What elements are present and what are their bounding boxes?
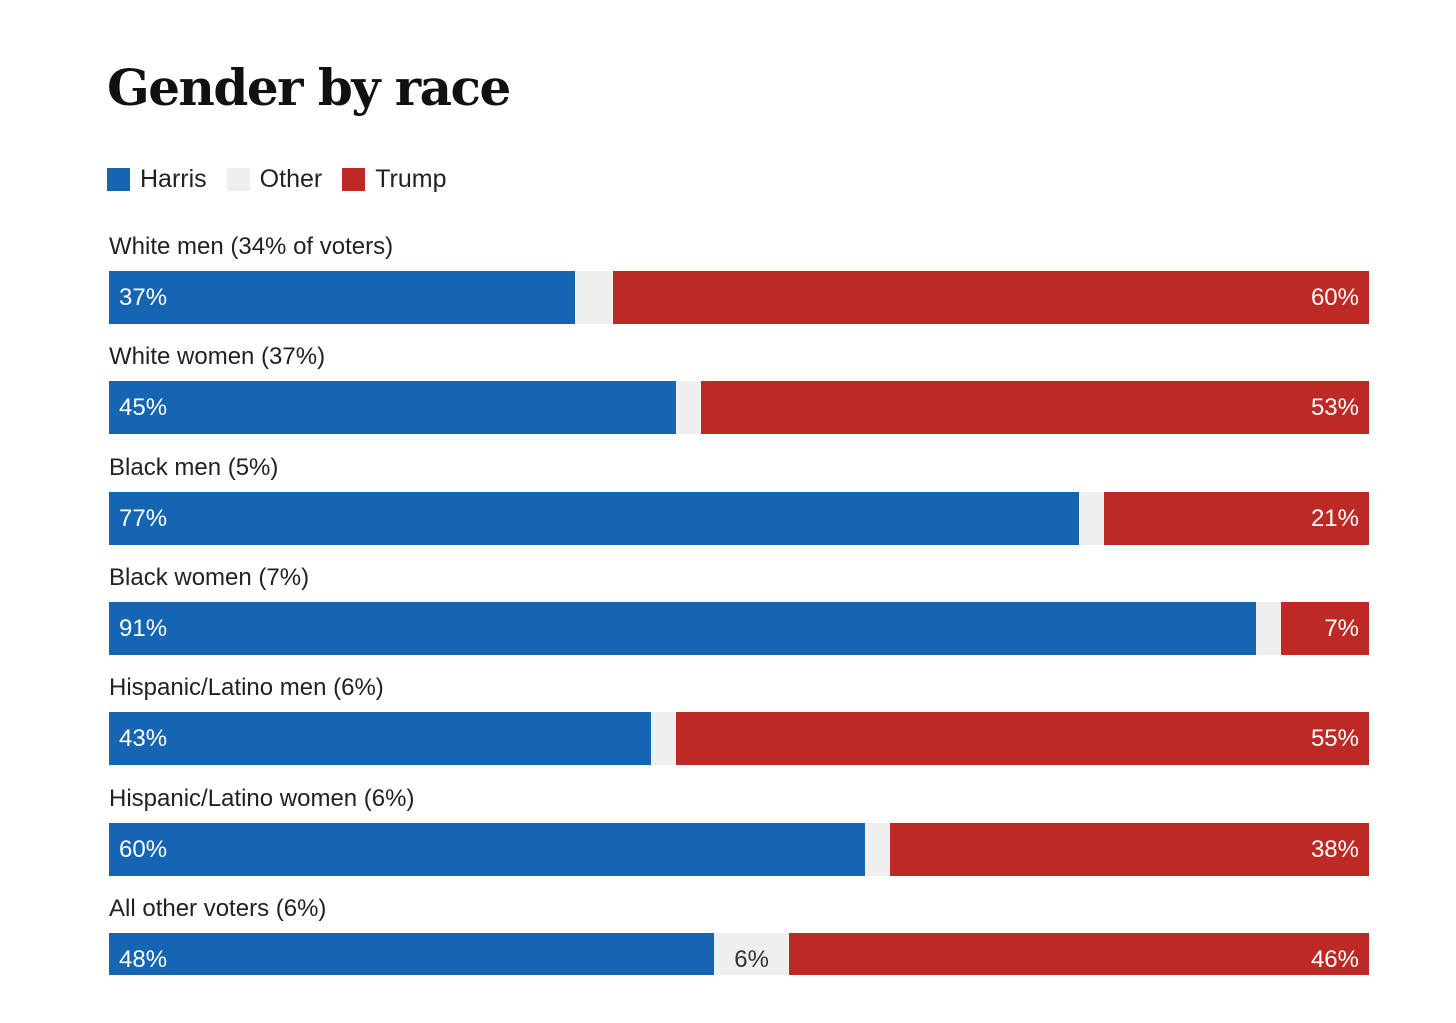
value-label-trump: 46% — [1310, 945, 1359, 973]
legend-swatch-harris — [107, 168, 130, 191]
legend-item-trump: Trump — [342, 165, 447, 194]
value-label-trump: 21% — [1310, 504, 1359, 532]
bar-segment-trump — [676, 712, 1369, 766]
legend-swatch-other — [226, 168, 250, 191]
bar-segment-harris — [109, 712, 651, 766]
value-label-harris: 91% — [119, 614, 168, 642]
legend-label: Other — [259, 165, 323, 193]
row-label: Hispanic/Latino men (6%) — [109, 674, 384, 702]
bar-segment-harris — [109, 271, 576, 324]
row-label: White women (37%) — [109, 343, 326, 371]
bar-segment-trump — [890, 822, 1369, 876]
chart-title: Gender by race — [107, 58, 511, 117]
row-label: Black men (5%) — [109, 453, 279, 481]
row-label: Black women (7%) — [109, 563, 310, 591]
legend-item-harris: Harris — [107, 165, 207, 194]
value-label-harris: 37% — [119, 284, 168, 311]
bar-segment-other — [865, 822, 891, 876]
bar-segment-harris — [109, 601, 1256, 655]
bar-segment-other — [676, 381, 702, 435]
legend-item-other: Other — [226, 165, 323, 194]
bar-segment-harris — [109, 491, 1080, 545]
bar-segment-trump — [1280, 601, 1369, 655]
bar-segment-trump — [613, 271, 1369, 324]
legend-label: Harris — [140, 165, 207, 193]
value-label-trump: 55% — [1310, 725, 1359, 753]
bar-segment-other — [1079, 491, 1105, 545]
bar-segment-harris — [109, 381, 676, 435]
bar-segment-harris — [109, 932, 714, 975]
value-label-trump: 60% — [1310, 284, 1359, 311]
value-label-trump: 38% — [1310, 835, 1359, 863]
bar-segment-trump — [701, 381, 1369, 435]
row-label: White men (34% of voters) — [109, 233, 394, 260]
bar-segment-harris — [109, 822, 865, 876]
row-label: All other voters (6%) — [109, 894, 327, 922]
value-label-harris: 45% — [119, 394, 168, 422]
bar-segment-trump — [1104, 491, 1369, 545]
bar-segment-other — [575, 271, 613, 324]
bar-segment-trump — [789, 932, 1369, 975]
value-label-trump: 7% — [1324, 614, 1359, 642]
bar-chart: White men (34% of voters) 37% 60% White wom… — [109, 233, 1369, 975]
value-label-harris: 43% — [119, 725, 168, 753]
value-label-harris: 77% — [119, 504, 168, 532]
legend-label: Trump — [375, 165, 447, 193]
value-label-harris: 60% — [119, 835, 168, 863]
bar-segment-other — [1255, 601, 1281, 655]
legend: Harris Other Trump — [107, 165, 467, 194]
bar-segment-other — [650, 712, 676, 766]
bar-segment-other — [713, 932, 790, 975]
legend-swatch-trump — [342, 168, 366, 191]
value-label-trump: 53% — [1310, 394, 1359, 422]
value-label-harris: 48% — [119, 945, 168, 973]
row-label: Hispanic/Latino women (6%) — [109, 784, 415, 812]
value-label-other: 6% — [734, 945, 769, 973]
